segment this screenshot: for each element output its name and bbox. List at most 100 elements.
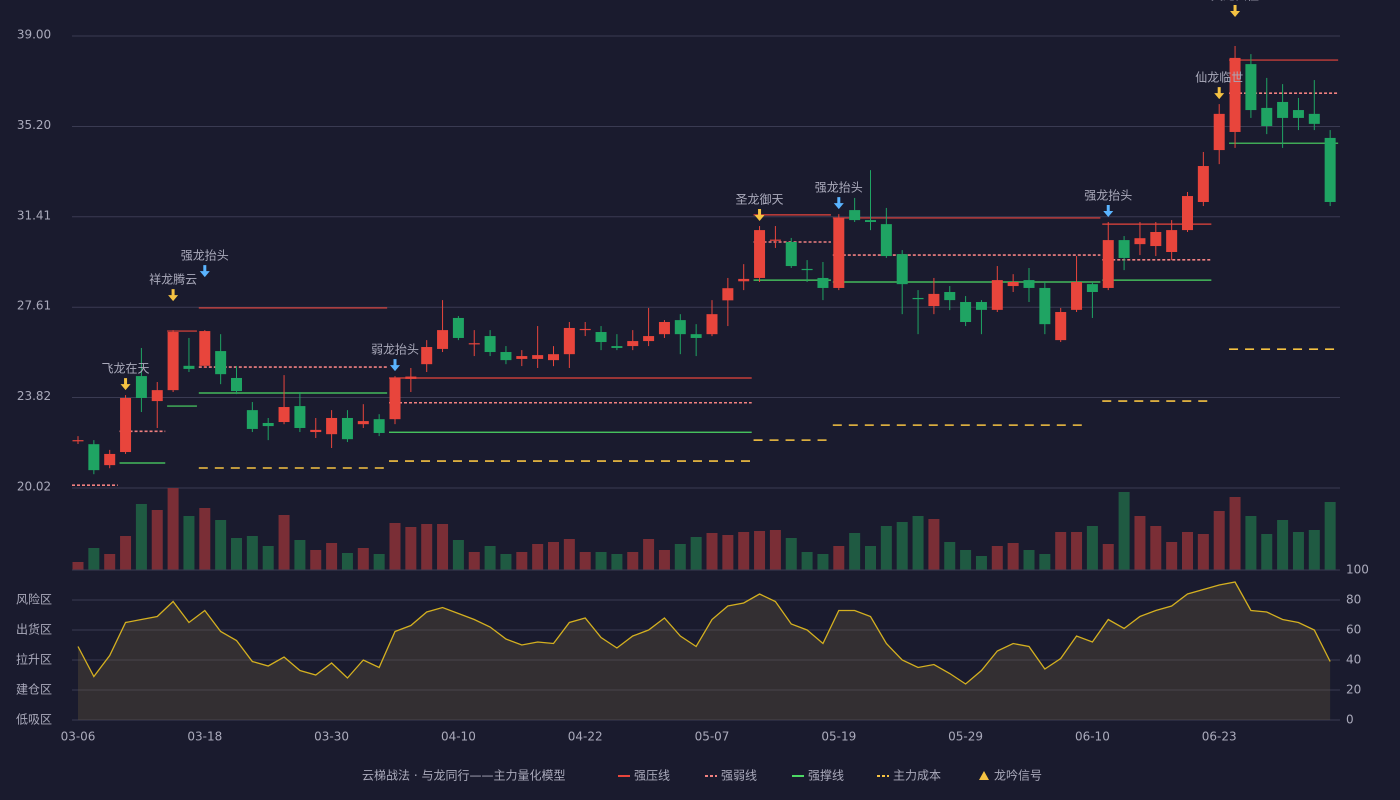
volume-bar: [373, 554, 385, 570]
volume-bar: [754, 531, 766, 570]
candle-body: [215, 351, 227, 375]
candle-body: [88, 444, 100, 471]
volume-bar: [1007, 543, 1019, 570]
y-tick-label: 39.00: [17, 28, 51, 42]
signal-label: 祥龙腾云: [149, 272, 197, 287]
candle-body: [865, 220, 876, 222]
x-tick-label: 06-10: [1075, 730, 1110, 744]
volume-bar: [801, 552, 813, 570]
candle-body: [658, 322, 670, 335]
volume-bar: [1245, 516, 1257, 570]
candle-body: [437, 330, 449, 349]
volume-bar: [151, 510, 163, 570]
candle-body: [975, 302, 987, 310]
y-tick-label: 27.61: [17, 299, 51, 313]
volume-bar: [278, 515, 290, 570]
volume-bar: [405, 527, 417, 570]
legend-label: 强撑线: [808, 768, 844, 783]
volume-bar: [310, 550, 322, 570]
candle-body: [1292, 110, 1304, 118]
volume-bar: [991, 546, 1003, 570]
volume-bar: [1118, 492, 1130, 570]
volume-bar: [896, 522, 908, 570]
candle-body: [1229, 57, 1241, 132]
zone-label: 建仓区: [16, 683, 52, 697]
candle-body: [199, 331, 211, 366]
candle-body: [357, 421, 369, 425]
volume-bar: [1055, 532, 1067, 570]
candle-body: [627, 341, 639, 347]
legend-swatch: [979, 771, 989, 780]
candle-body: [294, 406, 306, 428]
volume-bar: [199, 508, 211, 570]
y2-tick-label: 20: [1346, 683, 1361, 697]
signal-arrow: [390, 359, 400, 372]
volume-bar: [1134, 516, 1146, 570]
candle-body: [1166, 230, 1178, 252]
volume-bar: [611, 554, 623, 570]
candle-body: [1071, 282, 1083, 310]
candle-body: [310, 429, 322, 433]
volume-bar: [595, 552, 607, 570]
candle-body: [1261, 107, 1273, 127]
zone-label: 风险区: [16, 592, 52, 607]
volume-bar: [183, 516, 195, 570]
candle-body: [1007, 282, 1019, 287]
candle-body: [690, 334, 702, 338]
volume-bar: [1324, 502, 1336, 570]
volume-bar: [135, 504, 147, 570]
y2-tick-label: 0: [1346, 713, 1354, 727]
signal-label: 圣龙御天: [736, 192, 784, 207]
volume-bar: [706, 533, 718, 570]
volume-bar: [1182, 532, 1193, 570]
signal-label: 强龙抬头: [1084, 188, 1132, 202]
y2-tick-label: 40: [1346, 653, 1361, 667]
volume-bar: [104, 554, 116, 570]
candle-body: [801, 268, 813, 271]
volume-bar: [1229, 497, 1241, 570]
candle-body: [611, 346, 623, 348]
signal-label: 仙龙临世: [1195, 71, 1243, 85]
volume-bar: [1277, 520, 1289, 570]
volume-bar: [849, 533, 861, 570]
indicator-area: [78, 582, 1331, 720]
volume-bar: [865, 546, 876, 570]
candle-body: [991, 280, 1003, 310]
candle-body: [452, 317, 464, 338]
candle-body: [1213, 113, 1225, 151]
signal-arrow: [168, 289, 179, 302]
candle-body: [389, 377, 401, 420]
y2-tick-label: 80: [1346, 593, 1361, 607]
candle-body: [880, 224, 892, 257]
signal-arrow: [199, 265, 210, 278]
signal-arrow: [120, 378, 131, 391]
candle-body: [1182, 196, 1193, 231]
candle-body: [500, 352, 512, 361]
volume-bar: [960, 550, 972, 570]
zone-label: 出货区: [16, 622, 52, 637]
volume-bar: [326, 543, 338, 570]
volume-bar: [1023, 550, 1035, 570]
candle-body: [484, 336, 496, 353]
candle-body: [1039, 287, 1051, 325]
y-tick-label: 20.02: [17, 480, 51, 494]
candle-body: [326, 417, 338, 435]
volume-bar: [690, 537, 702, 570]
candle-body: [674, 320, 686, 335]
x-tick-label: 04-22: [568, 730, 603, 744]
candle-body: [595, 332, 607, 343]
candle-body: [262, 422, 274, 427]
candle-body: [373, 419, 385, 433]
candle-body: [1150, 231, 1162, 247]
volume-bar: [579, 552, 591, 570]
candle-body: [960, 302, 972, 323]
volume-bar: [912, 516, 924, 570]
volume-bar: [548, 542, 559, 570]
candle-body: [72, 440, 84, 442]
volume-bar: [674, 544, 686, 570]
signal-label: 天龙归位: [1211, 0, 1259, 3]
y2-tick-label: 60: [1346, 623, 1361, 637]
zone-label: 低吸区: [16, 713, 52, 727]
candle-body: [231, 377, 242, 392]
